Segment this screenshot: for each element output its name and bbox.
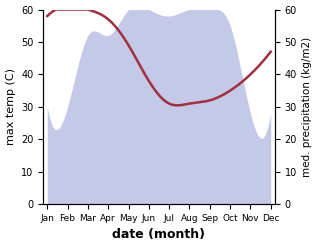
Y-axis label: max temp (C): max temp (C) bbox=[5, 68, 16, 145]
X-axis label: date (month): date (month) bbox=[113, 228, 205, 242]
Y-axis label: med. precipitation (kg/m2): med. precipitation (kg/m2) bbox=[302, 37, 313, 177]
